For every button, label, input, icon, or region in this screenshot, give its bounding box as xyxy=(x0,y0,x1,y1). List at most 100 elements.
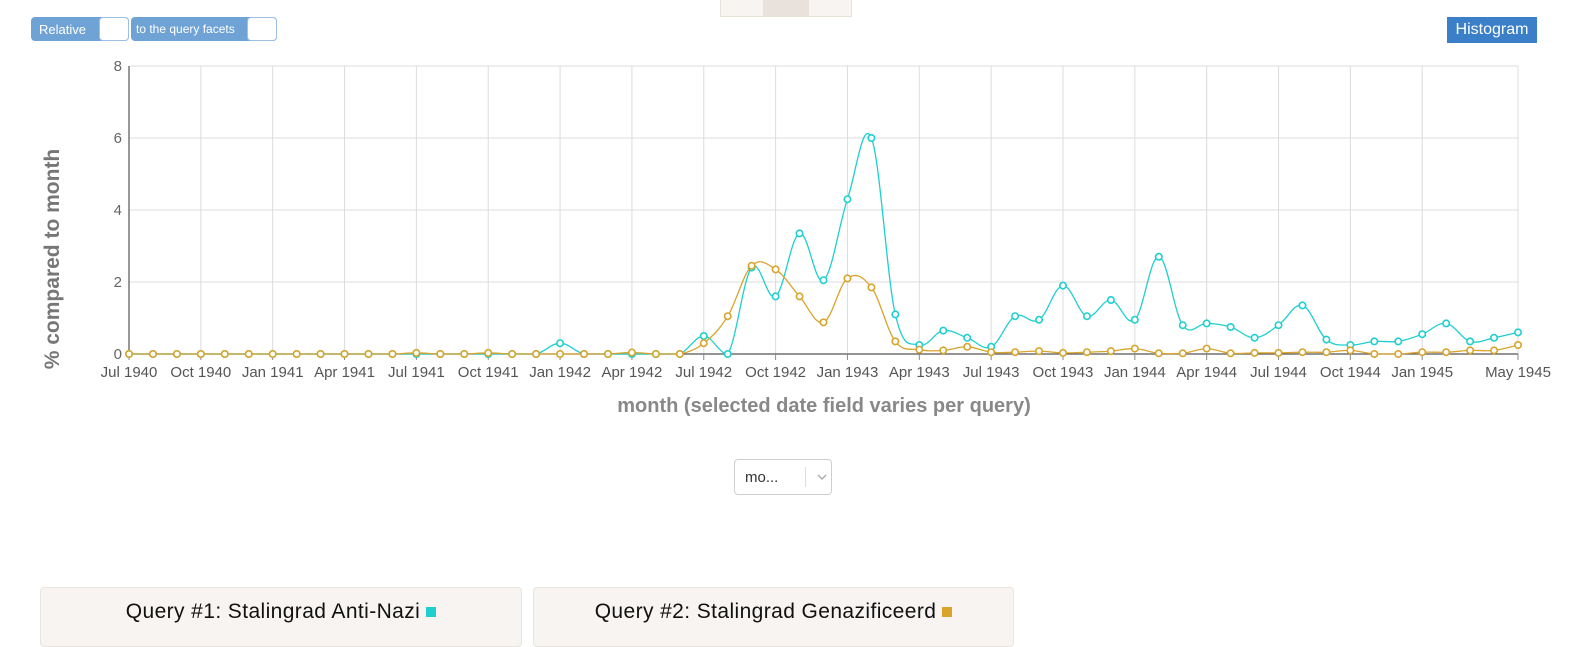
series-1-point xyxy=(1322,335,1331,344)
series-2-point xyxy=(627,348,636,357)
series-2-point xyxy=(556,349,565,358)
series-1-point xyxy=(699,331,708,340)
y-axis-ticks: 0 2 4 6 8 xyxy=(114,58,122,363)
x-tick-label: Apr 1943 xyxy=(889,364,950,381)
series-1-point xyxy=(1106,296,1115,305)
histogram-button[interactable]: Histogram xyxy=(1447,17,1537,43)
x-tick-label: Oct 1944 xyxy=(1320,364,1381,381)
x-tick-label: Jan 1942 xyxy=(529,364,591,381)
x-tick-label: Jan 1941 xyxy=(242,364,304,381)
series-2-point xyxy=(532,349,541,358)
series-2-point xyxy=(340,349,349,358)
query-2-color-swatch xyxy=(942,607,953,617)
series-2-point xyxy=(1514,340,1523,349)
series-1-point xyxy=(1058,281,1067,290)
series-2-point xyxy=(867,283,876,292)
series-2-point xyxy=(1370,349,1379,358)
series-2-point xyxy=(843,274,852,283)
series-1-point xyxy=(963,333,972,342)
series-2-point xyxy=(795,292,804,301)
series-1-point xyxy=(1178,321,1187,330)
x-tick-label: Oct 1943 xyxy=(1033,364,1094,381)
series-1-point xyxy=(819,276,828,285)
series-2-point xyxy=(939,346,948,355)
series-2-point xyxy=(484,348,493,357)
chevron-down-icon[interactable] xyxy=(816,471,828,483)
series-1-point xyxy=(843,195,852,204)
interval-select[interactable]: mo... xyxy=(734,459,832,495)
series-2-point xyxy=(580,349,589,358)
pagination-next[interactable] xyxy=(808,0,852,17)
series-2-point xyxy=(1442,348,1451,357)
query-1-label: Query #1: Stalingrad Anti-Nazi xyxy=(125,600,421,623)
query-facets-toggle[interactable]: to the query facets xyxy=(131,17,277,41)
series-2-point xyxy=(963,342,972,351)
series-1-point xyxy=(1035,315,1044,324)
series-2-point xyxy=(771,265,780,274)
series-2-point xyxy=(196,349,205,358)
series-2-point xyxy=(1011,348,1020,357)
series-1-point xyxy=(939,326,948,335)
series-1-point xyxy=(1154,252,1163,261)
y-tick-label: 6 xyxy=(114,130,122,147)
series-1-point xyxy=(1011,312,1020,321)
series-2-point xyxy=(172,349,181,358)
series-2-point xyxy=(268,349,277,358)
relative-toggle[interactable]: Relative xyxy=(31,17,129,41)
series-2-point xyxy=(1226,349,1235,358)
series-1-point xyxy=(1202,319,1211,328)
query-card-1: Query #1: Stalingrad Anti-Nazi xyxy=(40,587,522,647)
series-2-point xyxy=(747,261,756,270)
series-1-point xyxy=(1490,333,1499,342)
series-2-point xyxy=(1178,349,1187,358)
x-tick-label: May 1945 xyxy=(1485,364,1551,381)
pagination-prev[interactable] xyxy=(720,0,764,17)
query-card-2: Query #2: Stalingrad Genazificeerd xyxy=(533,587,1014,647)
series-2-point xyxy=(1130,344,1139,353)
series-2-point xyxy=(723,312,732,321)
y-tick-label: 2 xyxy=(114,274,122,291)
series-2-point xyxy=(1466,346,1475,355)
x-tick-label: Jul 1941 xyxy=(388,364,445,381)
pagination-current[interactable] xyxy=(764,0,808,17)
series-2-point xyxy=(436,349,445,358)
y-tick-label: 4 xyxy=(114,202,122,219)
select-separator xyxy=(805,467,806,487)
series-2-point xyxy=(1346,346,1355,355)
series-2-point xyxy=(675,349,684,358)
pagination xyxy=(720,0,852,17)
relative-toggle-label: Relative xyxy=(39,21,86,37)
series-2-point xyxy=(244,349,253,358)
relative-toggle-knob[interactable] xyxy=(99,17,129,41)
series-1-point xyxy=(1442,319,1451,328)
x-tick-label: Oct 1941 xyxy=(458,364,519,381)
series-2-point xyxy=(364,349,373,358)
x-axis-ticks: Jul 1940 Oct 1940 Jan 1941 Apr 1941 Jul 1941… xyxy=(101,354,1551,381)
x-tick-label: Jul 1942 xyxy=(675,364,732,381)
series-2-point xyxy=(220,349,229,358)
series-2-point xyxy=(1154,349,1163,358)
series-2-point xyxy=(1058,348,1067,357)
series-1-point xyxy=(556,339,565,348)
series-2-point xyxy=(699,339,708,348)
x-axis-label: month (selected date field varies per qu… xyxy=(617,395,1030,417)
series-2-point xyxy=(148,349,157,358)
y-tick-label: 8 xyxy=(114,58,122,75)
x-tick-label: Jan 1943 xyxy=(817,364,879,381)
series-2-point xyxy=(1298,348,1307,357)
series-1-point xyxy=(723,349,732,358)
query-facets-toggle-knob[interactable] xyxy=(247,17,277,41)
x-tick-label: Oct 1942 xyxy=(745,364,806,381)
series-1-point xyxy=(867,134,876,143)
series-2-line xyxy=(129,261,1519,355)
series-2-point xyxy=(1250,348,1259,357)
series-2-point xyxy=(292,349,301,358)
interval-select-value: mo... xyxy=(745,468,779,486)
series-2-point xyxy=(1394,349,1403,358)
series-1-point xyxy=(795,229,804,238)
x-tick-label: Apr 1941 xyxy=(314,364,375,381)
series-2-point xyxy=(1106,347,1115,356)
series-1-point xyxy=(1394,337,1403,346)
chart-series xyxy=(125,133,1523,358)
query-1-color-swatch xyxy=(426,607,437,617)
